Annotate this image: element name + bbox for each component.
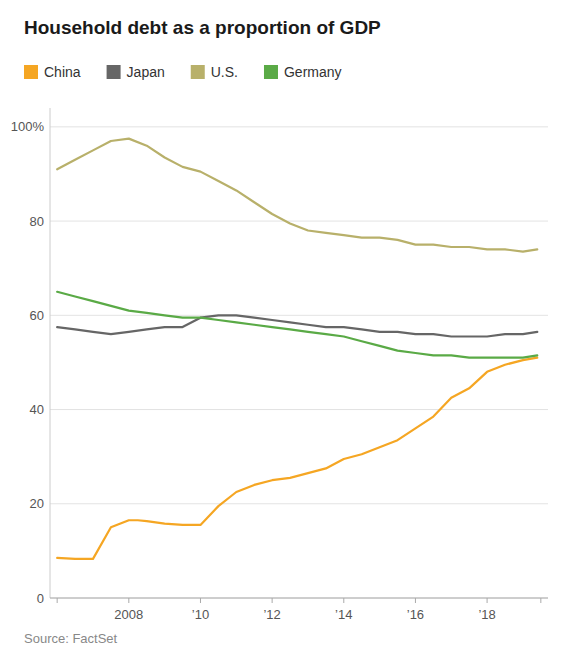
y-axis-line <box>50 108 51 598</box>
grid-line <box>50 598 548 599</box>
grid-line <box>50 503 548 504</box>
background <box>0 0 564 663</box>
x-tick-label: ’18 <box>478 607 495 622</box>
x-tick <box>487 598 488 603</box>
y-tick-label: 40 <box>30 402 44 417</box>
x-tick-label: ’16 <box>407 607 424 622</box>
x-tick-label: 2008 <box>114 607 143 622</box>
y-tick-label: 100% <box>11 119 45 134</box>
y-tick-label: 0 <box>37 591 44 606</box>
title: Household debt as a proportion of GDP <box>24 17 381 38</box>
legend-swatch <box>191 65 205 79</box>
source: Source: FactSet <box>24 631 118 646</box>
x-tick <box>57 598 58 603</box>
grid-line <box>50 221 548 222</box>
x-tick-label: ’10 <box>192 607 209 622</box>
grid-line <box>50 409 548 410</box>
x-tick-label: ’12 <box>263 607 280 622</box>
x-tick <box>272 598 273 603</box>
y-tick-label: 20 <box>30 496 44 511</box>
y-tick-label: 80 <box>30 214 44 229</box>
series-line <box>57 139 537 252</box>
series-line <box>57 292 537 358</box>
legend-label: Germany <box>284 64 342 80</box>
chart: Household debt as a proportion of GDP Chi… <box>0 0 564 663</box>
x-tick <box>200 598 201 603</box>
x-tick-label: ’14 <box>335 607 352 622</box>
legend-swatch <box>107 65 121 79</box>
axes: 0 20 40 60 80 100% 2008 ’10 ’12 ’14 ’16 ’18 <box>11 108 548 622</box>
legend-swatch <box>24 65 38 79</box>
legend-label: Japan <box>127 64 165 80</box>
x-tick <box>415 598 416 603</box>
legend-swatch <box>264 65 278 79</box>
series-line <box>57 315 537 336</box>
grid-line <box>50 315 548 316</box>
x-tick <box>128 598 129 603</box>
x-tick <box>343 598 344 603</box>
x-axis-line <box>50 598 548 599</box>
plot-area <box>57 139 537 559</box>
legend-label: U.S. <box>211 64 238 80</box>
grid-line <box>50 126 548 127</box>
series-line <box>57 358 537 559</box>
y-tick-label: 60 <box>30 308 44 323</box>
x-tick <box>540 598 541 603</box>
legend: China Japan U.S. Germany <box>24 64 342 80</box>
legend-label: China <box>44 64 81 80</box>
